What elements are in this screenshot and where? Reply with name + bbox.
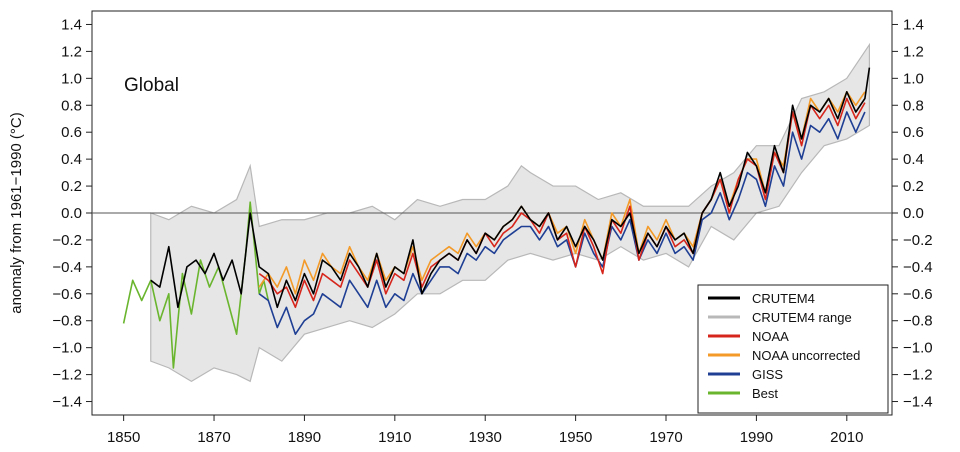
y-tick-label-right: 0.2: [903, 178, 924, 195]
y-tick-label-left: 1.0: [61, 70, 82, 87]
y-tick-label-right: −1.4: [903, 394, 933, 411]
x-tick-label: 1870: [197, 429, 230, 446]
y-tick-label-right: −0.8: [903, 313, 933, 330]
y-tick-label-right: −1.2: [903, 367, 933, 384]
legend-label: CRUTEM4: [752, 291, 815, 306]
y-tick-label-left: 1.2: [61, 43, 82, 60]
legend-label: GISS: [752, 367, 783, 382]
chart-title: Global: [124, 75, 179, 96]
axis-layer: 1850 1870 1890 1910 1930 1950 1970 1990 2010 1.4 1…: [52, 16, 932, 446]
y-tick-label-left: −1.0: [52, 340, 82, 357]
y-tick-label-right: 0.0: [903, 205, 924, 222]
y-tick-label-left: −0.4: [52, 259, 82, 276]
y-tick-label-right: 1.4: [903, 16, 924, 33]
x-tick-label: 1970: [649, 429, 682, 446]
y-tick-label-right: 1.0: [903, 70, 924, 87]
series-line-noaa: [258, 97, 866, 309]
y-tick-label-left: 0.2: [61, 178, 82, 195]
y-tick-label-left: −1.2: [52, 367, 82, 384]
x-tick-label: 2010: [830, 429, 863, 446]
y-tick-label-right: 0.4: [903, 151, 924, 168]
x-tick-label: 1950: [559, 429, 592, 446]
x-tick-label: 1990: [740, 429, 773, 446]
y-tick-label-left: −0.2: [52, 232, 82, 249]
y-tick-label-left: 0.6: [61, 124, 82, 141]
legend-label: Best: [752, 386, 778, 401]
y-tick-label-right: 1.2: [903, 43, 924, 60]
y-tick-label-right: 0.6: [903, 124, 924, 141]
legend: CRUTEM4 CRUTEM4 range NOAA NOAA uncorrected…: [697, 284, 889, 414]
y-tick-label-right: −1.0: [903, 340, 933, 357]
y-tick-label-left: 1.4: [61, 16, 82, 33]
y-tick-label-left: 0.4: [61, 151, 82, 168]
y-tick-label-left: 0.8: [61, 97, 82, 114]
y-tick-label-right: 0.8: [903, 97, 924, 114]
y-axis-label: anomaly from 1961−1990 (°C): [8, 112, 25, 314]
y-tick-label-left: 0.0: [61, 205, 82, 222]
x-tick-label: 1850: [107, 429, 140, 446]
series-line-giss: [258, 111, 866, 335]
y-tick-label-left: −1.4: [52, 394, 82, 411]
y-tick-label-left: −0.8: [52, 313, 82, 330]
legend-label: CRUTEM4 range: [752, 310, 852, 325]
x-tick-label: 1890: [288, 429, 321, 446]
y-tick-label-right: −0.2: [903, 232, 933, 249]
y-tick-label-right: −0.4: [903, 259, 933, 276]
series-line-crutem4: [150, 67, 871, 309]
y-tick-label-left: −0.6: [52, 286, 82, 303]
x-tick-label: 1910: [378, 429, 411, 446]
series-layer: [122, 67, 871, 369]
y-tick-label-right: −0.6: [903, 286, 933, 303]
x-tick-label: 1930: [469, 429, 502, 446]
legend-label: NOAA: [752, 329, 789, 344]
legend-label: NOAA uncorrected: [752, 348, 860, 363]
